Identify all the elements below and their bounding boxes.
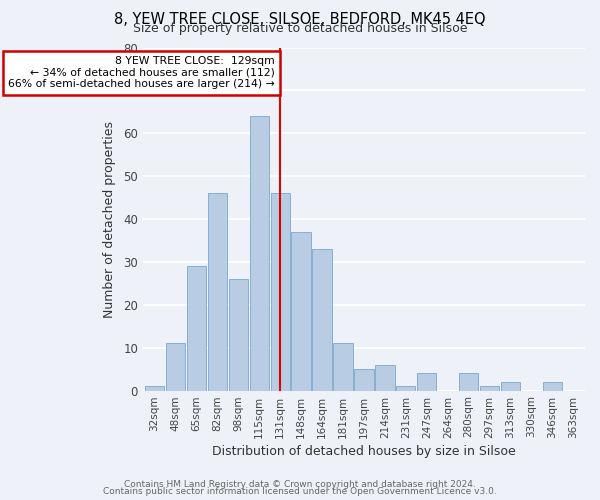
Text: 8 YEW TREE CLOSE:  129sqm
← 34% of detached houses are smaller (112)
66% of semi: 8 YEW TREE CLOSE: 129sqm ← 34% of detach… (8, 56, 275, 90)
Bar (292, 232, 311, 390)
Text: 8, YEW TREE CLOSE, SILSOE, BEDFORD, MK45 4EQ: 8, YEW TREE CLOSE, SILSOE, BEDFORD, MK45… (114, 12, 486, 26)
Bar (396, 386, 415, 390)
Bar (375, 365, 395, 390)
Text: Contains HM Land Registry data © Crown copyright and database right 2024.: Contains HM Land Registry data © Crown c… (124, 480, 476, 489)
Text: Size of property relative to detached houses in Silsoe: Size of property relative to detached ho… (133, 22, 467, 35)
Bar (271, 194, 290, 390)
Text: Contains public sector information licensed under the Open Government Licence v3: Contains public sector information licen… (103, 488, 497, 496)
Bar (208, 194, 227, 390)
Bar (459, 374, 478, 390)
Bar (543, 382, 562, 390)
Bar (480, 386, 499, 390)
X-axis label: Distribution of detached houses by size in Silsoe: Distribution of detached houses by size … (212, 444, 516, 458)
Bar (501, 382, 520, 390)
Y-axis label: Number of detached properties: Number of detached properties (103, 120, 116, 318)
Bar (250, 116, 269, 390)
Bar (313, 249, 332, 390)
Bar (417, 374, 436, 390)
Bar (229, 279, 248, 390)
Bar (166, 344, 185, 390)
Bar (145, 386, 164, 390)
Bar (334, 344, 353, 390)
Bar (187, 266, 206, 390)
Bar (355, 369, 374, 390)
